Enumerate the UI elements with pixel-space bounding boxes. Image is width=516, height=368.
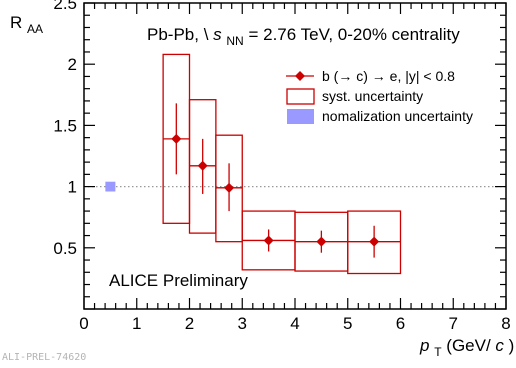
x-tick-label: 5 bbox=[343, 314, 352, 333]
x-axis-title-unit-open: (GeV/ bbox=[446, 336, 491, 355]
y-tick-label: 0.5 bbox=[53, 239, 77, 258]
legend-norm-label: nomalization uncertainty bbox=[322, 108, 473, 124]
data-point-marker bbox=[224, 182, 235, 193]
data-markers bbox=[171, 133, 380, 247]
legend-syst-swatch bbox=[286, 88, 315, 105]
legend: b (→ c) → e, |y| < 0.8 syst. uncertainty… bbox=[286, 68, 473, 124]
x-axis-title-subscript: T bbox=[434, 345, 442, 359]
legend-entry-norm: nomalization uncertainty bbox=[287, 108, 473, 124]
normalization-uncertainty-box bbox=[105, 181, 116, 192]
data-point-marker bbox=[369, 236, 380, 247]
y-axis-title-subscript: AA bbox=[27, 22, 43, 36]
legend-syst-label: syst. uncertainty bbox=[322, 88, 423, 104]
legend-data-marker bbox=[295, 71, 305, 81]
y-tick-label: 1 bbox=[68, 178, 77, 197]
x-tick-label: 0 bbox=[79, 314, 88, 333]
legend-entry-data: b (→ c) → e, |y| < 0.8 bbox=[286, 68, 455, 84]
normalization-uncertainty-layer bbox=[105, 181, 116, 192]
statistical-error-bars bbox=[163, 103, 401, 258]
x-tick-label: 2 bbox=[185, 314, 194, 333]
x-axis-ticks: 0 1 2 3 4 5 6 7 8 bbox=[79, 3, 511, 333]
legend-data-label: b (→ c) → e, |y| < 0.8 bbox=[322, 68, 455, 84]
x-tick-label: 8 bbox=[501, 314, 510, 333]
y-tick-label: 1.5 bbox=[53, 116, 77, 135]
y-tick-label: 2 bbox=[68, 55, 77, 74]
data-point-marker bbox=[171, 133, 182, 144]
y-axis-title-main: R bbox=[10, 13, 22, 32]
legend-norm-swatch bbox=[287, 109, 314, 124]
x-axis-title-main: p bbox=[419, 336, 429, 355]
legend-entry-syst: syst. uncertainty bbox=[286, 88, 423, 105]
x-tick-label: 4 bbox=[290, 314, 299, 333]
y-axis-ticks: 0.5 1 1.5 2 2.5 bbox=[53, 0, 506, 310]
collision-system-suffix: = 2.76 TeV, 0-20% centrality bbox=[248, 25, 460, 44]
y-axis-title: R AA bbox=[10, 13, 43, 36]
collision-system-label: Pb-Pb, \ s NN = 2.76 TeV, 0-20% centrali… bbox=[147, 25, 460, 49]
preliminary-label: ALICE Preliminary bbox=[109, 271, 248, 290]
data-point-marker bbox=[197, 160, 208, 171]
x-tick-label: 7 bbox=[449, 314, 458, 333]
preliminary-id-watermark: ALI-PREL-74620 bbox=[2, 352, 86, 363]
collision-system-s: s bbox=[213, 25, 222, 44]
data-point-marker bbox=[316, 236, 327, 247]
collision-system-prefix: Pb-Pb, \ bbox=[147, 25, 209, 44]
collision-system-nn: NN bbox=[226, 34, 243, 48]
x-tick-label: 1 bbox=[132, 314, 141, 333]
x-axis-title-unit-c: c bbox=[495, 336, 504, 355]
x-tick-label: 6 bbox=[396, 314, 405, 333]
x-axis-title: p T (GeV/ c ) bbox=[419, 336, 514, 360]
y-tick-label: 2.5 bbox=[53, 0, 77, 13]
x-axis-title-unit-close: ) bbox=[509, 336, 515, 355]
data-point-marker bbox=[263, 235, 274, 246]
x-tick-label: 3 bbox=[238, 314, 247, 333]
